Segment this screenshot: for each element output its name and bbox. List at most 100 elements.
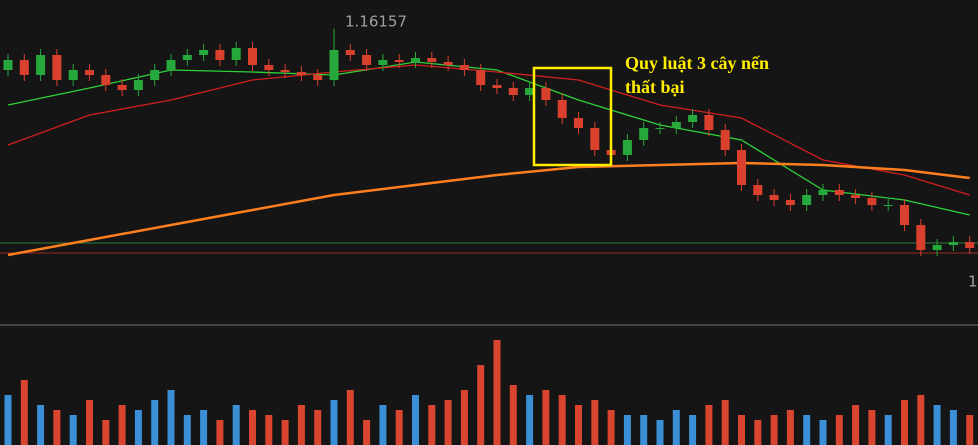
volume-bar <box>607 410 615 445</box>
volume-bar <box>901 400 908 445</box>
candle-body <box>329 50 339 80</box>
volume-bar <box>819 420 827 445</box>
volume-bar <box>477 365 485 445</box>
volume-bar <box>134 410 142 445</box>
candle-body <box>688 115 698 122</box>
candle-body <box>394 60 404 62</box>
highlight-box <box>532 66 613 167</box>
candle-body <box>443 62 453 65</box>
volume-bar <box>689 415 697 445</box>
volume-bar <box>395 410 403 445</box>
candle-body <box>574 118 583 128</box>
volume-bar <box>460 390 468 445</box>
volume-bar <box>868 410 876 445</box>
volume-bar <box>167 390 175 445</box>
candle-body <box>248 48 257 65</box>
candle-body <box>19 60 29 75</box>
volume-bar <box>786 410 794 445</box>
volume-bar <box>330 400 338 445</box>
candle-body <box>769 195 779 200</box>
annotation: Quy luật 3 cây nến <box>625 53 769 73</box>
volume-bar <box>672 410 680 445</box>
volume-bar <box>803 415 811 445</box>
volume-bar <box>640 415 648 445</box>
candle-body <box>639 128 649 140</box>
candle-body <box>622 140 632 155</box>
volume-bar <box>379 405 387 445</box>
volume-bar <box>493 340 501 445</box>
volume-bar <box>884 415 892 445</box>
volume-bar <box>966 415 974 445</box>
volume-bar <box>542 390 550 445</box>
candle-body <box>362 55 372 65</box>
candle-body <box>785 200 795 205</box>
candle-body <box>52 55 62 80</box>
candle-body <box>133 80 143 90</box>
candle-body <box>378 60 388 65</box>
candle-body <box>704 115 714 130</box>
volume-bar <box>509 385 517 445</box>
candle-body <box>476 70 486 85</box>
volume-bar <box>412 395 419 445</box>
candle-body <box>965 242 975 248</box>
candle-body <box>932 245 942 250</box>
candle-body <box>117 85 127 90</box>
volume-bar <box>591 400 599 445</box>
candle-body <box>508 88 518 95</box>
volume-bar <box>933 405 941 445</box>
candle-body <box>313 75 323 80</box>
volume-bar <box>4 395 12 445</box>
moving-average <box>7 64 970 196</box>
volume-bar <box>20 380 28 445</box>
candle-body <box>280 70 290 72</box>
volume-bar <box>363 420 371 445</box>
candle-body <box>199 50 209 55</box>
candle-body <box>834 190 844 195</box>
candle-body <box>671 122 681 128</box>
volume-bar <box>835 415 843 445</box>
volume-bar <box>118 405 126 445</box>
volume-bar <box>852 405 860 445</box>
candle-body <box>883 205 893 206</box>
volume-bar <box>37 405 45 445</box>
volume-bar <box>721 400 729 445</box>
candle-body <box>737 150 746 185</box>
candle-body <box>655 128 665 129</box>
candle-body <box>720 130 730 150</box>
volume-bar <box>249 410 256 445</box>
candle-body <box>851 195 861 198</box>
candle-body <box>101 75 111 85</box>
candle-body <box>948 242 958 245</box>
candle-body <box>557 100 567 118</box>
volume-bar <box>770 415 778 445</box>
volume-bar <box>949 410 957 445</box>
moving-average <box>7 161 970 257</box>
volume-bar <box>444 400 452 445</box>
candle-body <box>182 55 192 60</box>
candle-body <box>900 205 909 225</box>
volume-bar <box>705 405 713 445</box>
candle-body <box>3 60 13 70</box>
volume-bar <box>526 395 534 445</box>
volume-bar <box>558 395 566 445</box>
candle-body <box>459 65 469 70</box>
volume-bar <box>428 405 436 445</box>
candle-body <box>296 72 306 75</box>
candle-body <box>525 88 535 95</box>
volume-bar <box>265 415 273 445</box>
candle-body <box>231 48 241 60</box>
candle-body <box>166 60 176 70</box>
candle-body <box>36 55 46 75</box>
volume-bar <box>53 410 61 445</box>
candle-body <box>802 195 812 205</box>
candle-body <box>818 190 828 195</box>
volume-bar <box>216 420 224 445</box>
candle-body <box>264 65 274 70</box>
volume-bar <box>346 390 354 445</box>
candle-body <box>150 70 160 80</box>
volume-bar <box>281 420 289 445</box>
volume-bar <box>754 420 762 445</box>
candle-body <box>411 58 420 62</box>
